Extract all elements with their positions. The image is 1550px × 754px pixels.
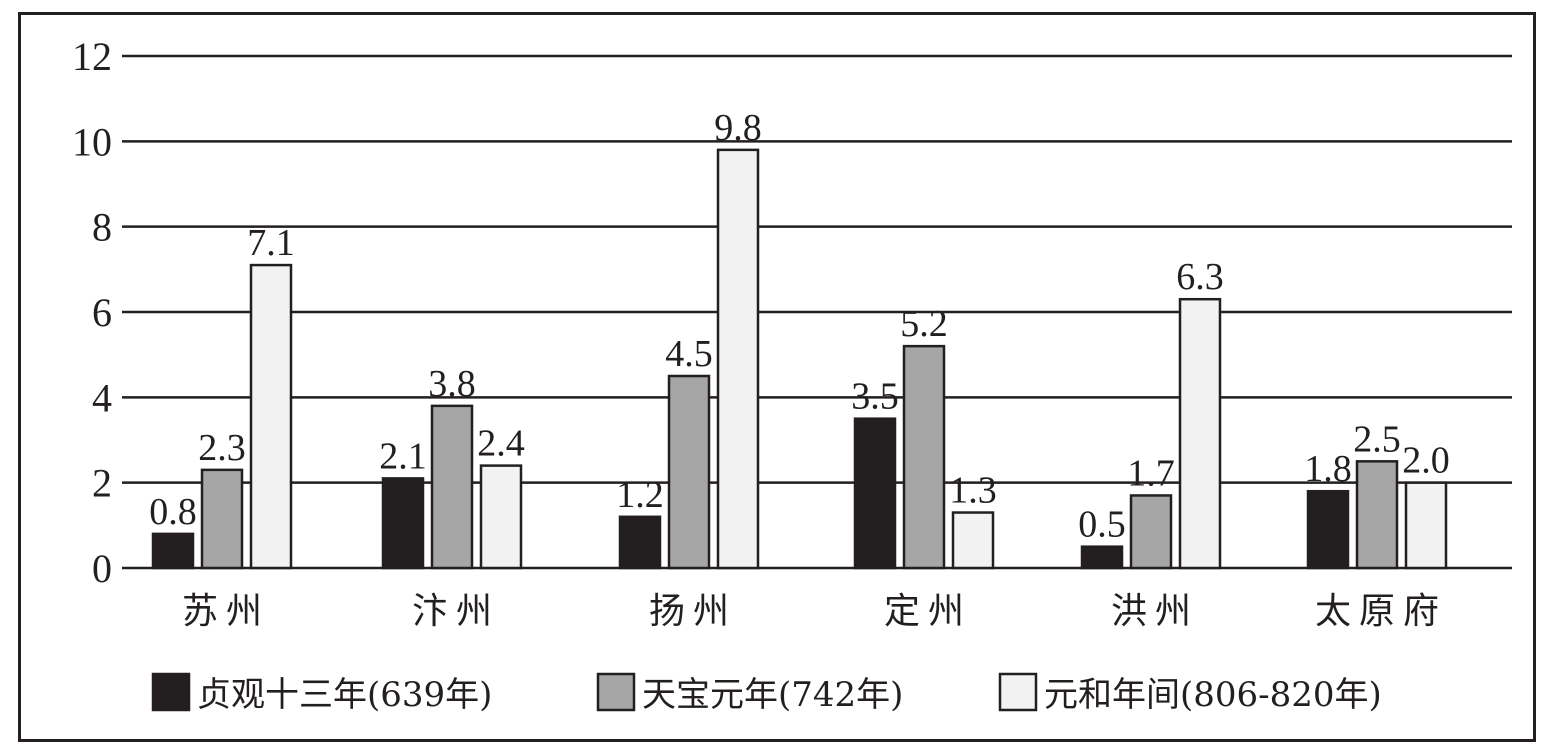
bar-2 [1129, 494, 1173, 570]
category-label: 洪州 [1111, 591, 1199, 632]
bar-1 [618, 515, 662, 570]
y-tick-label: 10 [72, 119, 112, 164]
bar-1 [1306, 489, 1350, 570]
category-label: 扬州 [649, 591, 737, 632]
bar-1 [1080, 545, 1124, 570]
value-label: 2.5 [1353, 418, 1401, 460]
value-label: 1.2 [616, 474, 664, 516]
y-tick-label: 4 [92, 375, 112, 420]
value-label: 0.5 [1078, 504, 1126, 546]
category-label: 太原府 [1315, 591, 1447, 632]
bar-3 [479, 464, 523, 570]
bar-3 [1178, 297, 1222, 570]
value-label: 1.3 [949, 470, 997, 512]
value-label: 2.0 [1402, 440, 1450, 482]
value-label: 3.5 [851, 376, 899, 418]
legend-swatch [998, 672, 1038, 712]
bars [151, 148, 1448, 570]
value-label: 6.3 [1176, 256, 1224, 298]
value-label: 4.5 [665, 333, 713, 375]
value-labels: 0.82.37.12.13.82.41.24.59.83.55.21.30.51… [149, 107, 1450, 546]
value-label: 7.1 [247, 222, 295, 264]
bar-1 [151, 532, 195, 570]
legend: 贞观十三年(639年) 天宝元年(742年) 元和年间(806-820年) [151, 672, 1382, 715]
bar-2 [430, 404, 474, 570]
legend-label: 元和年间(806-820年) [1044, 675, 1382, 715]
category-label: 定州 [884, 591, 972, 632]
legend-swatch [151, 672, 191, 712]
category-label: 汴州 [412, 591, 500, 632]
bar-1 [853, 417, 897, 570]
value-label: 0.8 [149, 491, 197, 533]
bar-3 [249, 263, 293, 570]
bar-1 [381, 477, 425, 570]
grid-lines [122, 54, 1512, 570]
legend-swatch [596, 672, 636, 712]
value-label: 3.8 [428, 363, 476, 405]
value-label: 1.8 [1304, 448, 1352, 490]
y-tick-label: 0 [92, 546, 112, 591]
category-label: 苏州 [182, 591, 270, 632]
bar-3 [716, 148, 760, 570]
y-axis-ticks: 0 2 4 6 8 10 12 [72, 34, 112, 591]
legend-label: 贞观十三年(639年) [197, 675, 492, 715]
value-label: 1.7 [1127, 452, 1175, 494]
y-tick-label: 2 [92, 461, 112, 506]
y-tick-label: 8 [92, 205, 112, 250]
value-label: 5.2 [900, 303, 948, 345]
y-tick-label: 6 [92, 290, 112, 335]
bar-2 [667, 374, 711, 570]
bar-3 [1404, 481, 1448, 570]
value-label: 2.3 [198, 427, 246, 469]
x-axis-categories: 苏州 汴州 扬州 定州 洪州 太原府 [182, 591, 1447, 632]
value-label: 2.4 [477, 423, 525, 465]
bar-2 [1355, 460, 1399, 570]
y-tick-label: 12 [72, 34, 112, 79]
value-label: 2.1 [379, 435, 427, 477]
legend-label: 天宝元年(742年) [642, 675, 903, 715]
value-label: 9.8 [714, 107, 762, 149]
bar-3 [951, 511, 995, 570]
bar-2 [200, 468, 244, 570]
bar-2 [902, 344, 946, 570]
